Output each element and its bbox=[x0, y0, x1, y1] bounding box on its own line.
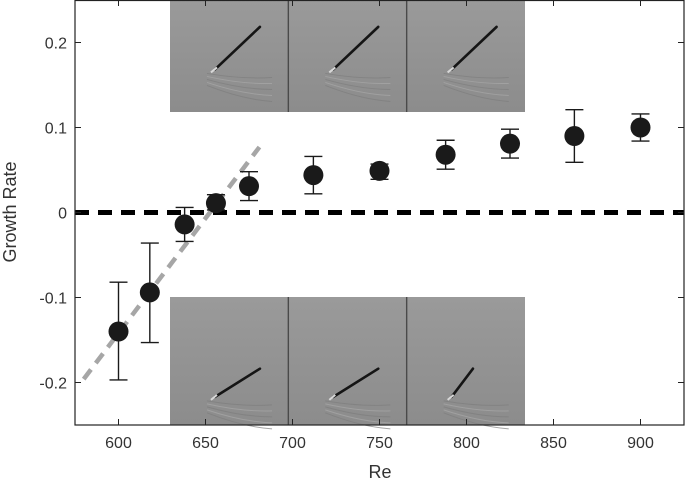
filament bbox=[213, 367, 262, 399]
data-point bbox=[139, 282, 160, 303]
linear-fit-line bbox=[81, 145, 262, 381]
data-point bbox=[205, 193, 226, 214]
wake-streak bbox=[206, 78, 273, 90]
wake-streak bbox=[325, 400, 391, 406]
x-tick-label: 850 bbox=[540, 435, 567, 452]
y-tick-label: 0.2 bbox=[45, 36, 67, 53]
wake-streak bbox=[325, 78, 391, 90]
inset-frame bbox=[170, 297, 289, 425]
wake-streak bbox=[206, 72, 273, 79]
wake-streak bbox=[325, 75, 391, 85]
wake-streak bbox=[443, 72, 509, 79]
filament bbox=[450, 25, 498, 71]
wake-streak bbox=[206, 406, 273, 418]
wake-streak bbox=[206, 84, 273, 102]
wake-streak bbox=[325, 84, 391, 102]
data-point bbox=[369, 160, 390, 181]
inset-frame bbox=[406, 297, 525, 425]
y-tick-label: 0 bbox=[58, 206, 67, 223]
wake-streak bbox=[325, 412, 391, 430]
wake-streak bbox=[443, 406, 509, 418]
data-point bbox=[303, 165, 324, 186]
wake-streak bbox=[443, 400, 509, 406]
filament bbox=[331, 367, 380, 399]
x-tick-label: 750 bbox=[366, 435, 393, 452]
wake-streak bbox=[206, 409, 273, 424]
data-point bbox=[435, 144, 456, 165]
filament-highlight bbox=[446, 394, 455, 401]
wake-streak bbox=[325, 81, 391, 96]
data-point bbox=[630, 117, 651, 138]
wake-streak bbox=[325, 72, 391, 79]
x-tick-label: 650 bbox=[192, 435, 219, 452]
filament bbox=[450, 367, 475, 399]
wake-streak bbox=[325, 409, 391, 424]
inset-strip-top bbox=[170, 0, 525, 112]
wake-streak bbox=[443, 78, 509, 90]
wake-streak bbox=[206, 403, 273, 412]
x-tick-label: 700 bbox=[279, 435, 306, 452]
wake-streak bbox=[206, 75, 273, 85]
wake-streak bbox=[325, 406, 391, 418]
filament bbox=[331, 25, 380, 71]
data-point bbox=[108, 321, 129, 342]
wake-streak bbox=[443, 409, 509, 424]
inset-frame bbox=[288, 297, 407, 425]
wake-streak bbox=[206, 81, 273, 96]
y-tick-label: 0.1 bbox=[45, 121, 67, 138]
y-axis-label: Growth Rate bbox=[0, 161, 20, 262]
data-point bbox=[174, 214, 195, 235]
data-point bbox=[239, 176, 259, 197]
y-tick-label: -0.2 bbox=[39, 376, 67, 393]
wake-streak bbox=[206, 400, 273, 406]
wake-streak bbox=[443, 403, 509, 412]
filament bbox=[213, 25, 262, 71]
wake-streak bbox=[443, 81, 509, 96]
data-point bbox=[500, 133, 520, 154]
filament-highlight bbox=[210, 66, 218, 74]
inset-strip-bottom bbox=[170, 297, 525, 430]
x-tick-label: 600 bbox=[105, 435, 132, 452]
data-point bbox=[564, 126, 585, 146]
filament-highlight bbox=[328, 394, 336, 401]
wake-streak bbox=[206, 412, 273, 430]
wake-streak bbox=[443, 84, 509, 102]
x-tick-label: 900 bbox=[627, 435, 654, 452]
y-tick-label: -0.1 bbox=[39, 291, 67, 308]
wake-streak bbox=[443, 75, 509, 85]
x-tick-label: 800 bbox=[453, 435, 480, 452]
x-axis-label: Re bbox=[368, 462, 391, 482]
inset-image-strips bbox=[170, 0, 525, 430]
wake-streak bbox=[325, 403, 391, 412]
filament-highlight bbox=[328, 66, 336, 74]
filament-highlight bbox=[210, 394, 218, 401]
wake-streak bbox=[443, 412, 509, 430]
filament-highlight bbox=[446, 66, 455, 74]
